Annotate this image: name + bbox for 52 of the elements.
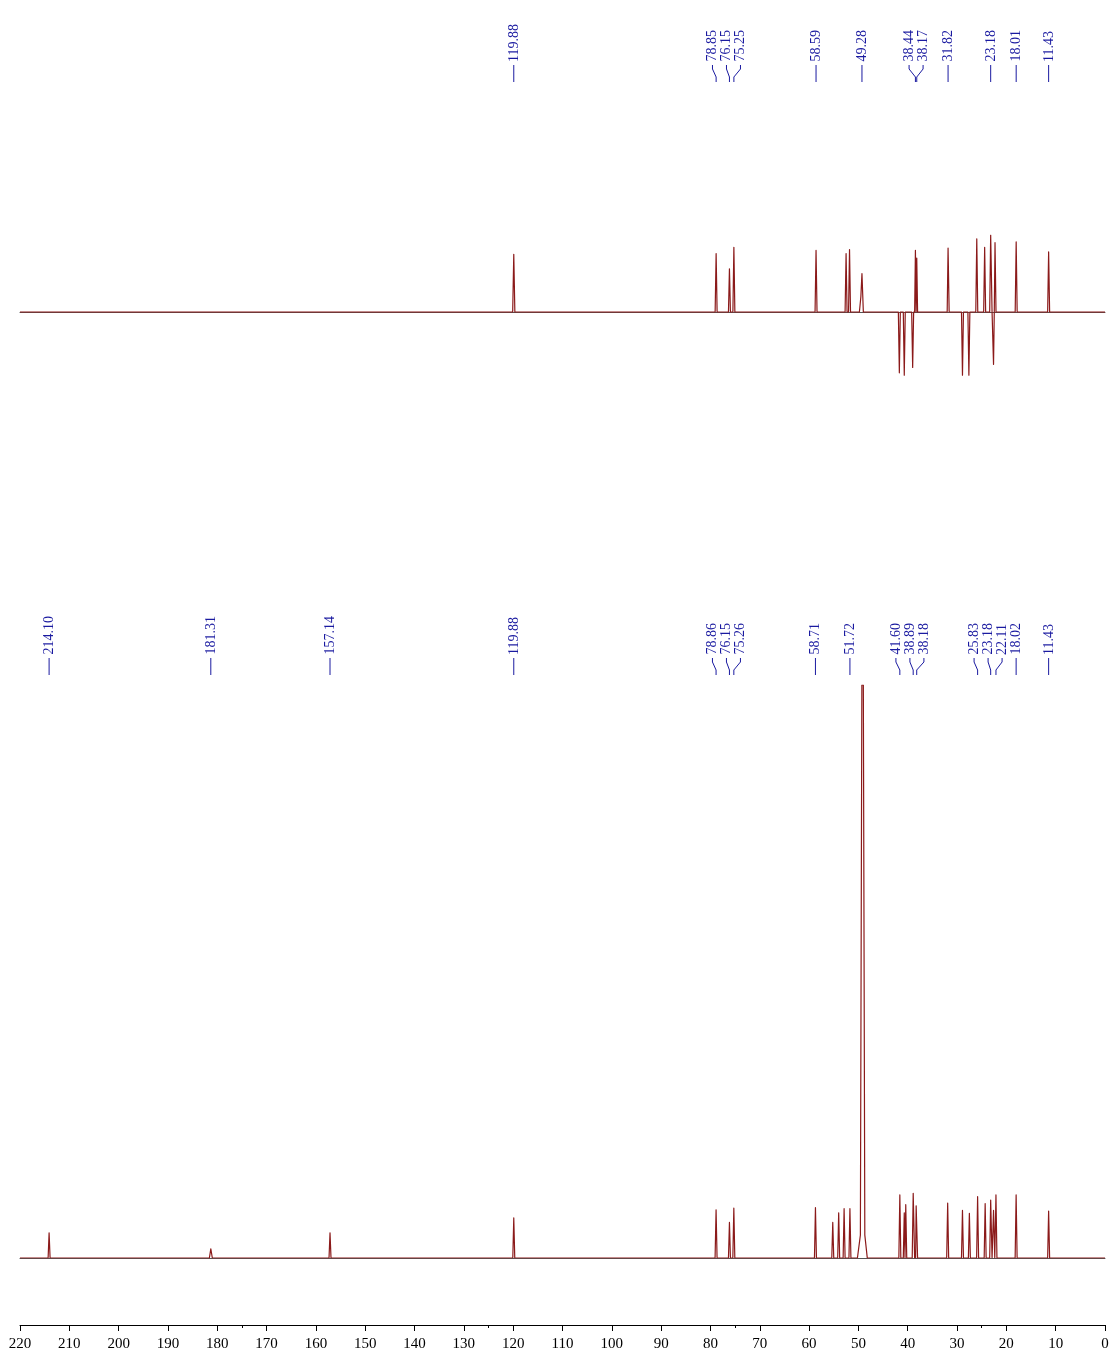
x-tick-label: 180: [206, 1334, 229, 1351]
annotation: 157.14: [322, 616, 338, 655]
annotation: 214.10: [41, 616, 58, 655]
annotation: 51.72: [841, 623, 858, 655]
annotation: 41.60: [887, 623, 904, 655]
annotation: 58.71: [807, 623, 824, 655]
x-tick-label: 10: [1048, 1334, 1064, 1351]
annotation: 18.02: [1008, 623, 1025, 655]
x-tick-label: 50: [850, 1334, 866, 1351]
x-tick-label: 170: [255, 1334, 278, 1351]
annotation: 25.83: [966, 623, 982, 655]
annotation: 38.44: [901, 30, 917, 62]
annotation: 23.18: [982, 30, 999, 62]
x-tick-label: 60: [801, 1334, 817, 1351]
annotation: 11.43: [1040, 624, 1057, 655]
x-tick-label: 70: [752, 1334, 768, 1351]
annotation: 75.25: [732, 30, 749, 62]
x-tick-label: 30: [949, 1334, 965, 1351]
x-tick-label: 90: [653, 1334, 669, 1351]
annotation: 38.18: [915, 623, 932, 655]
x-tick-label: 0: [1101, 1334, 1109, 1351]
x-tick-label: 210: [58, 1334, 81, 1351]
annotation: 119.88: [505, 617, 522, 655]
annotation: 58.59: [808, 30, 825, 62]
annotation: 31.82: [940, 30, 957, 62]
annotation: 11.43: [1040, 31, 1057, 62]
annotation: 75.26: [732, 623, 749, 655]
x-tick-label: 200: [107, 1334, 130, 1351]
x-tick-label: 110: [551, 1334, 574, 1351]
x-tick-label: 20: [998, 1334, 1014, 1351]
x-tick-label: 220: [8, 1334, 32, 1351]
annotation: 49.28: [853, 30, 870, 62]
x-tick-label: 150: [353, 1334, 377, 1351]
x-tick-label: 160: [304, 1334, 328, 1351]
x-tick-label: 40: [900, 1334, 916, 1351]
x-tick-label: 140: [403, 1334, 426, 1351]
annotation: 22.11: [994, 624, 1010, 655]
annotation: 181.31: [202, 616, 219, 655]
x-tick-label: 100: [600, 1334, 624, 1351]
annotation: 38.17: [915, 30, 932, 62]
annotation: 38.89: [901, 623, 918, 655]
x-tick-label: 130: [452, 1334, 476, 1351]
x-tick-label: 120: [501, 1334, 525, 1351]
annotation: 18.01: [1008, 30, 1025, 62]
annotation: 23.18: [980, 623, 996, 655]
annotation: 76.15: [718, 30, 734, 62]
annotation: 78.85: [704, 30, 720, 62]
annotation: 119.88: [505, 24, 522, 62]
x-tick-label: 190: [156, 1334, 180, 1351]
annotation: 76.15: [718, 623, 734, 655]
x-tick-label: 80: [702, 1334, 718, 1351]
annotation: 78.86: [704, 623, 720, 655]
